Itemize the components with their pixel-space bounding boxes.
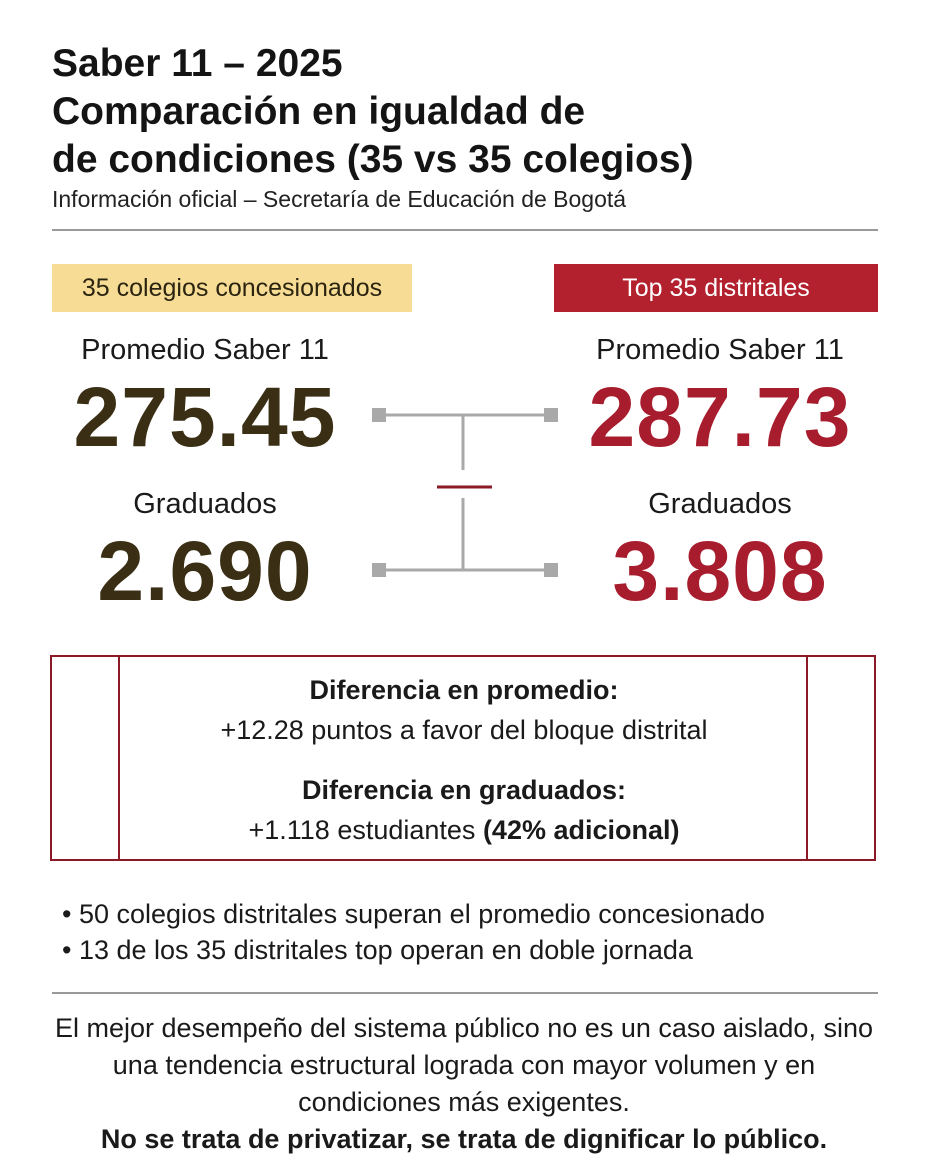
text: +1.118 estudiantes xyxy=(248,815,476,845)
bullet: 50 colegios distritales superan el prome… xyxy=(78,899,765,929)
title-line: Comparación en igualdad de xyxy=(52,90,586,133)
box-rule xyxy=(806,657,808,859)
heading: Diferencia en graduados: xyxy=(301,775,627,805)
conclusion-emphasis: No se trata de privatizar, se trata de d… xyxy=(100,1124,828,1154)
conclusion: El mejor desempeño del sistema público n… xyxy=(54,1010,874,1158)
text: +12.28 puntos a favor del bloque distrit… xyxy=(220,715,708,745)
left-grad: 2.690 xyxy=(97,524,313,618)
heading: Diferencia en promedio: xyxy=(309,675,619,705)
right-avg: 287.73 xyxy=(588,370,852,464)
bullet: 13 de los 35 distritales top operan en d… xyxy=(78,935,693,965)
title: Saber 11 – 2025 Comparación en igualdad … xyxy=(52,40,694,184)
divider xyxy=(52,229,878,231)
right-grad: 3.808 xyxy=(612,524,828,618)
difference-avg: Diferencia en promedio: +12.28 puntos a … xyxy=(120,670,808,750)
right-avg-label: Promedio Saber 11 xyxy=(596,334,844,366)
left-avg: 275.45 xyxy=(73,370,337,464)
title-line: de condiciones (35 vs 35 colegios) xyxy=(52,138,694,181)
left-tag: 35 colegios concesionados xyxy=(52,264,412,312)
right-grad-label: Graduados xyxy=(648,488,792,520)
left-grad-label: Graduados xyxy=(133,488,277,520)
title-line: Saber 11 – 2025 xyxy=(52,42,343,85)
right-tag: Top 35 distritales xyxy=(554,264,878,312)
emphasis: (42% adicional) xyxy=(482,815,680,845)
difference-grad: Diferencia en graduados: +1.118 estudian… xyxy=(120,770,808,850)
box-rule xyxy=(118,657,120,859)
bullets: • 50 colegios distritales superan el pro… xyxy=(62,899,765,965)
connector xyxy=(372,408,558,577)
difference-box xyxy=(50,655,876,861)
divider xyxy=(52,992,878,994)
left-avg-label: Promedio Saber 11 xyxy=(81,334,329,366)
conclusion-text: El mejor desempeño del sistema público n… xyxy=(55,1013,873,1117)
subtitle: Información oficial – Secretaría de Educ… xyxy=(52,186,627,212)
